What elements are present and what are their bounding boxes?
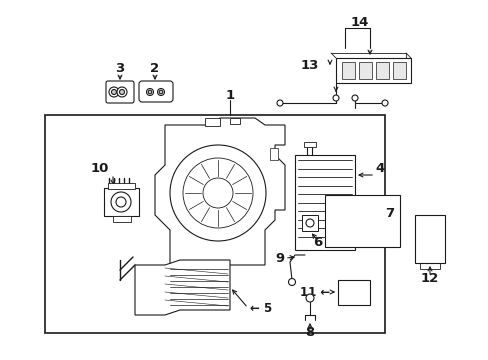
Circle shape: [305, 219, 313, 227]
Bar: [419, 263, 439, 269]
Bar: [341, 62, 354, 79]
Circle shape: [381, 100, 387, 106]
Polygon shape: [135, 260, 229, 315]
FancyBboxPatch shape: [139, 81, 173, 102]
Circle shape: [119, 90, 124, 95]
Circle shape: [117, 87, 127, 97]
Bar: [337, 280, 369, 305]
Circle shape: [111, 192, 131, 212]
Bar: [269, 148, 278, 160]
Circle shape: [109, 87, 119, 97]
Circle shape: [203, 178, 232, 208]
Bar: [325, 195, 399, 247]
Circle shape: [276, 100, 283, 106]
Circle shape: [116, 197, 126, 207]
Polygon shape: [155, 118, 285, 265]
Circle shape: [148, 90, 151, 94]
Bar: [302, 215, 317, 231]
Text: 3: 3: [115, 62, 124, 75]
Text: 14: 14: [350, 15, 368, 28]
Circle shape: [288, 279, 295, 285]
Bar: [294, 155, 354, 250]
Text: ← 5: ← 5: [249, 302, 272, 315]
Bar: [304, 142, 315, 147]
Bar: [229, 118, 240, 124]
Circle shape: [157, 89, 164, 95]
Circle shape: [146, 89, 153, 95]
Circle shape: [305, 294, 313, 302]
Circle shape: [332, 95, 338, 101]
Text: 10: 10: [91, 162, 109, 175]
Text: 7: 7: [384, 207, 393, 220]
Bar: [204, 118, 220, 126]
Circle shape: [351, 95, 357, 101]
Text: 11 ←: 11 ←: [299, 285, 329, 298]
Text: 1: 1: [225, 89, 234, 102]
Text: 9: 9: [275, 252, 284, 265]
Text: 6: 6: [313, 235, 322, 248]
Text: 13: 13: [300, 59, 319, 72]
Circle shape: [183, 158, 252, 228]
Circle shape: [170, 145, 265, 241]
Bar: [104, 188, 139, 216]
Bar: [108, 183, 135, 189]
Text: 2: 2: [150, 62, 159, 75]
Bar: [375, 62, 388, 79]
FancyBboxPatch shape: [106, 81, 134, 103]
Circle shape: [159, 90, 163, 94]
Text: 4: 4: [375, 162, 384, 175]
Text: 8: 8: [305, 327, 314, 339]
Circle shape: [111, 90, 116, 95]
Bar: [45, 115, 384, 333]
Text: 12: 12: [420, 271, 438, 284]
Bar: [358, 62, 371, 79]
Bar: [414, 215, 444, 263]
Bar: [335, 58, 410, 83]
Bar: [392, 62, 405, 79]
Bar: [113, 216, 131, 222]
